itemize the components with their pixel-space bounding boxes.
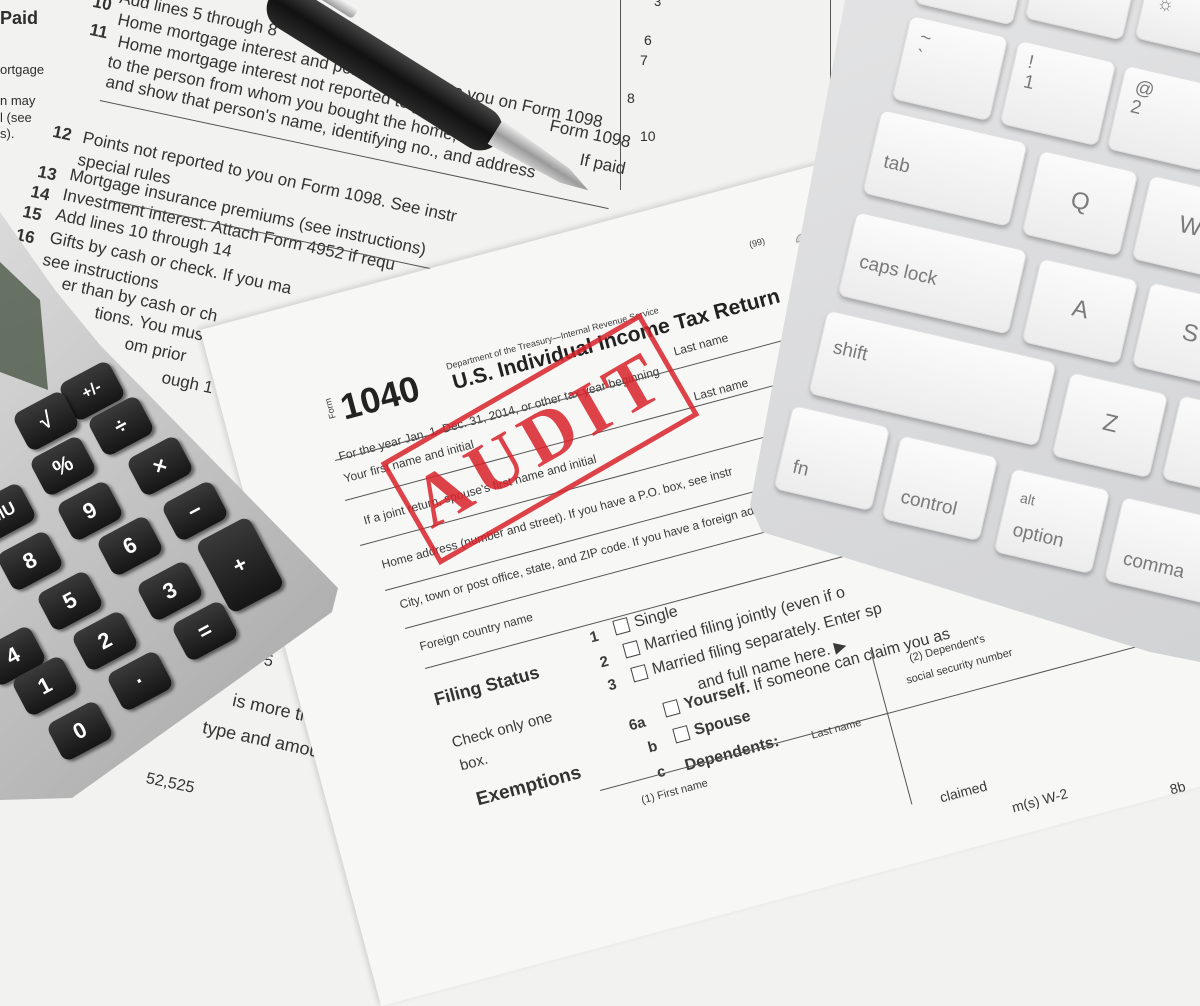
line-number: 14	[29, 182, 52, 205]
divider	[830, 0, 831, 110]
box-number: 3	[654, 0, 662, 9]
box-number: 6	[644, 32, 652, 48]
checkbox[interactable]	[612, 617, 631, 636]
checkbox[interactable]	[672, 725, 691, 744]
box-number: 10	[640, 128, 656, 144]
line-number: 12	[51, 122, 74, 145]
divider	[620, 0, 621, 190]
checkbox[interactable]	[630, 664, 649, 683]
box-number: 8	[627, 90, 635, 106]
form-text: 8b	[1168, 777, 1188, 798]
margin-text: ortgage	[0, 62, 45, 77]
form-line: 52,525	[144, 770, 196, 797]
box-number: 7	[640, 52, 648, 68]
checkbox[interactable]	[662, 699, 681, 718]
margin-text: n may	[0, 93, 36, 108]
margin-text: l (see	[0, 110, 32, 125]
line-number: 10	[91, 0, 114, 15]
line-number: 11	[88, 20, 110, 43]
line-number: 13	[36, 162, 59, 185]
checkbox[interactable]	[622, 640, 641, 659]
brightness-icon: ☼	[1154, 0, 1177, 17]
form-line: ough 1	[160, 368, 215, 398]
margin-text: Paid	[0, 8, 39, 28]
margin-text: s).	[0, 126, 15, 141]
line-number: 15	[21, 202, 44, 225]
